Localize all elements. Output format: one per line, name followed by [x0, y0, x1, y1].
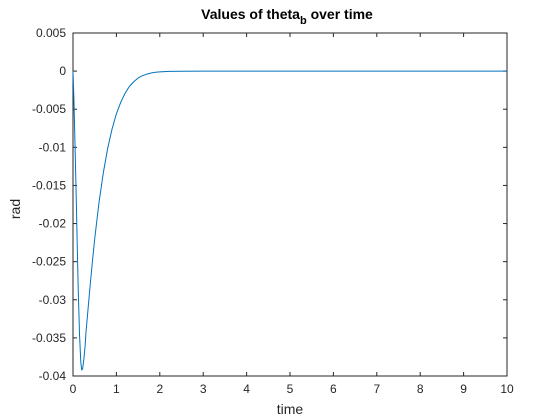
- chart-title-suffix: over time: [307, 6, 373, 22]
- y-tick-label: -0.01: [39, 140, 67, 154]
- x-tick-label: 5: [287, 382, 294, 396]
- x-tick-label: 3: [200, 382, 207, 396]
- series-line: [72, 70, 507, 371]
- y-axis-label: rad: [7, 199, 23, 219]
- y-tick-label: 0: [59, 64, 66, 78]
- plot-frame: [72, 32, 508, 377]
- chart-title-main: Values of theta: [201, 6, 300, 22]
- y-axis-ticks: 0.005 0 -0.005 -0.01 -0.015 -0.02 -0.025 -0.03 -…: [32, 26, 507, 383]
- chart-title-group: Values of thetab over time: [201, 6, 373, 27]
- x-axis-ticks: 0 1 2 3 4 5 6 7 8 9 10: [70, 33, 514, 396]
- y-tick-label: -0.02: [39, 217, 67, 231]
- x-tick-label: 0: [70, 382, 77, 396]
- x-tick-label: 7: [373, 382, 380, 396]
- x-tick-label: 8: [417, 382, 424, 396]
- chart-title: Values of thetab over time: [201, 6, 373, 27]
- x-axis-label: time: [277, 401, 304, 417]
- plot-area-box: [72, 32, 508, 377]
- x-tick-label: 10: [500, 382, 514, 396]
- y-tick-label: -0.025: [32, 255, 66, 269]
- y-tick-label: -0.04: [39, 369, 67, 383]
- x-tick-label: 6: [330, 382, 337, 396]
- y-tick-label: -0.03: [39, 293, 67, 307]
- y-tick-label: -0.015: [32, 178, 66, 192]
- chart-title-subscript: b: [300, 15, 307, 27]
- y-tick-label: -0.035: [32, 331, 66, 345]
- y-tick-label: -0.005: [32, 102, 66, 116]
- x-tick-label: 9: [460, 382, 467, 396]
- x-tick-label: 2: [156, 382, 163, 396]
- x-tick-label: 1: [113, 382, 120, 396]
- y-tick-label: 0.005: [36, 26, 66, 40]
- series-group: [72, 70, 507, 371]
- x-tick-label: 4: [243, 382, 250, 396]
